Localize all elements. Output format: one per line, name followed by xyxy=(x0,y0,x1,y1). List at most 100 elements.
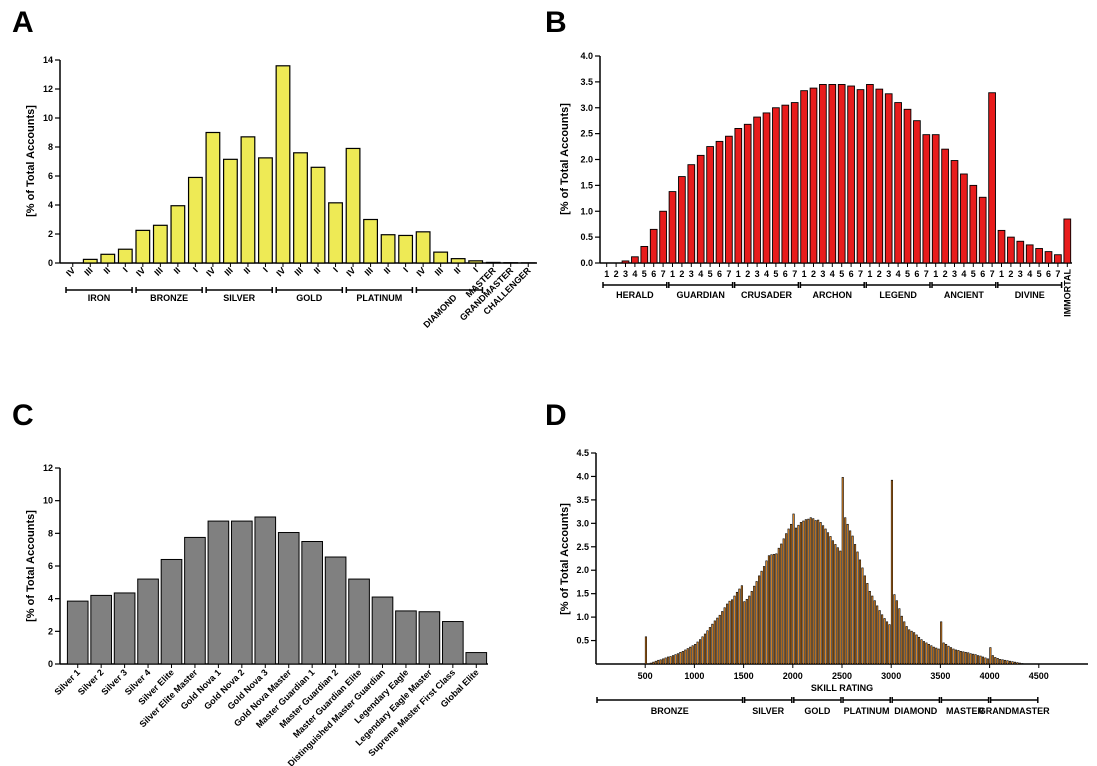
panel-label-a: A xyxy=(12,6,34,39)
bar-d xyxy=(967,652,970,665)
group-label-a: GOLD xyxy=(296,293,322,303)
x-tick-label-b: 6 xyxy=(1046,269,1051,279)
bar-d xyxy=(895,600,898,665)
bar-d xyxy=(812,518,815,665)
bar-b xyxy=(941,148,949,264)
bar-d xyxy=(730,599,734,665)
x-tick-label-b: 5 xyxy=(642,269,647,279)
panel-label-b: B xyxy=(545,6,567,39)
x-tick-label-b: 5 xyxy=(839,269,844,279)
bar-b xyxy=(659,210,667,264)
bar-d xyxy=(876,605,879,665)
y-tick-label-a: 2 xyxy=(48,229,53,239)
y-tick-label-a: 12 xyxy=(43,84,53,94)
bar-d xyxy=(925,642,928,665)
bar-d xyxy=(679,651,682,665)
bar-b xyxy=(687,164,696,264)
bar-d xyxy=(790,523,793,665)
x-tick-label-b: 2 xyxy=(679,269,684,279)
y-tick-label-b: 0.5 xyxy=(580,232,593,242)
y-tick-label-d: 2.0 xyxy=(576,565,589,575)
group-label-b: HERALD xyxy=(616,290,654,300)
x-tick-label-b: 4 xyxy=(1027,269,1032,279)
bar-d xyxy=(674,654,677,665)
y-tick-label-d: 4.5 xyxy=(576,448,589,458)
bar-d xyxy=(873,600,876,665)
bar-d xyxy=(984,657,987,665)
bar-b xyxy=(884,93,893,264)
x-tick-label-b: 7 xyxy=(990,269,995,279)
bar-b xyxy=(790,102,799,264)
x-tick-label-b: 5 xyxy=(708,269,713,279)
x-tick-label-a: III xyxy=(222,265,234,277)
bar-d xyxy=(743,601,746,665)
bar-c xyxy=(137,578,159,665)
bar-d xyxy=(952,648,955,665)
y-tick-label-b: 4.0 xyxy=(580,51,593,61)
bar-d xyxy=(699,639,702,665)
y-tick-label-d: 2.5 xyxy=(576,542,589,552)
bar-d xyxy=(701,636,704,665)
group-label-b: ARCHON xyxy=(813,290,853,300)
bar-d xyxy=(681,651,684,665)
y-tick-label-c: 2 xyxy=(48,626,53,636)
x-tick-label-b: IMMORTAL xyxy=(1062,269,1072,317)
bar-d xyxy=(940,621,943,665)
y-tick-label-d: 3.0 xyxy=(576,518,589,528)
x-tick-label-b: 3 xyxy=(1018,269,1023,279)
panel-label-d: D xyxy=(545,399,567,432)
y-tick-label-b: 0.0 xyxy=(580,258,593,268)
bar-b xyxy=(903,108,912,264)
x-axis-label-d: SKILL RATING xyxy=(811,683,873,693)
bar-d xyxy=(1001,659,1004,665)
bar-d xyxy=(930,645,933,665)
x-tick-label-b: 7 xyxy=(726,269,731,279)
bar-b xyxy=(640,245,649,264)
bar-d xyxy=(703,633,707,665)
bar-d xyxy=(718,614,721,665)
bar-a xyxy=(187,176,203,264)
x-tick-label-b: 7 xyxy=(661,269,666,279)
x-tick-label-b: 1 xyxy=(999,269,1004,279)
x-tick-label-a: II xyxy=(102,265,113,276)
bar-d xyxy=(866,583,869,665)
x-tick-label-a: II xyxy=(452,265,463,276)
bar-d xyxy=(775,553,778,665)
bar-c xyxy=(324,556,347,665)
bar-d xyxy=(765,560,768,665)
bar-d xyxy=(802,520,805,665)
bar-d xyxy=(858,559,862,665)
group-label-a: PLATINUM xyxy=(356,293,402,303)
bar-d xyxy=(831,540,834,665)
bar-d xyxy=(804,519,807,665)
bar-c xyxy=(418,611,441,665)
bar-d xyxy=(745,598,748,665)
bar-d xyxy=(996,658,999,665)
bar-d xyxy=(979,655,982,665)
x-tick-label-b: 1 xyxy=(933,269,938,279)
x-tick-label-a: III xyxy=(152,265,164,277)
bar-d xyxy=(753,585,756,665)
bar-d xyxy=(890,479,894,665)
bar-d xyxy=(817,519,820,665)
bar-d xyxy=(662,658,665,665)
bar-d xyxy=(841,477,844,665)
x-tick-label-d: 500 xyxy=(638,671,653,681)
bar-d xyxy=(900,615,903,665)
bar-b xyxy=(828,84,837,264)
bar-d xyxy=(910,630,913,665)
y-tick-label-d: 1.0 xyxy=(576,612,589,622)
bar-b xyxy=(781,104,790,264)
bar-d xyxy=(740,585,743,665)
bar-d xyxy=(728,600,731,665)
bar-c xyxy=(184,536,206,665)
x-tick-label-d: 3500 xyxy=(930,671,950,681)
bar-b xyxy=(837,84,846,264)
bar-d xyxy=(920,639,923,665)
bar-d xyxy=(711,623,714,665)
x-tick-label-d: 2500 xyxy=(832,671,852,681)
x-tick-label-b: 7 xyxy=(858,269,863,279)
bar-d xyxy=(669,656,672,665)
bar-c xyxy=(371,596,394,665)
bar-b xyxy=(875,88,884,264)
